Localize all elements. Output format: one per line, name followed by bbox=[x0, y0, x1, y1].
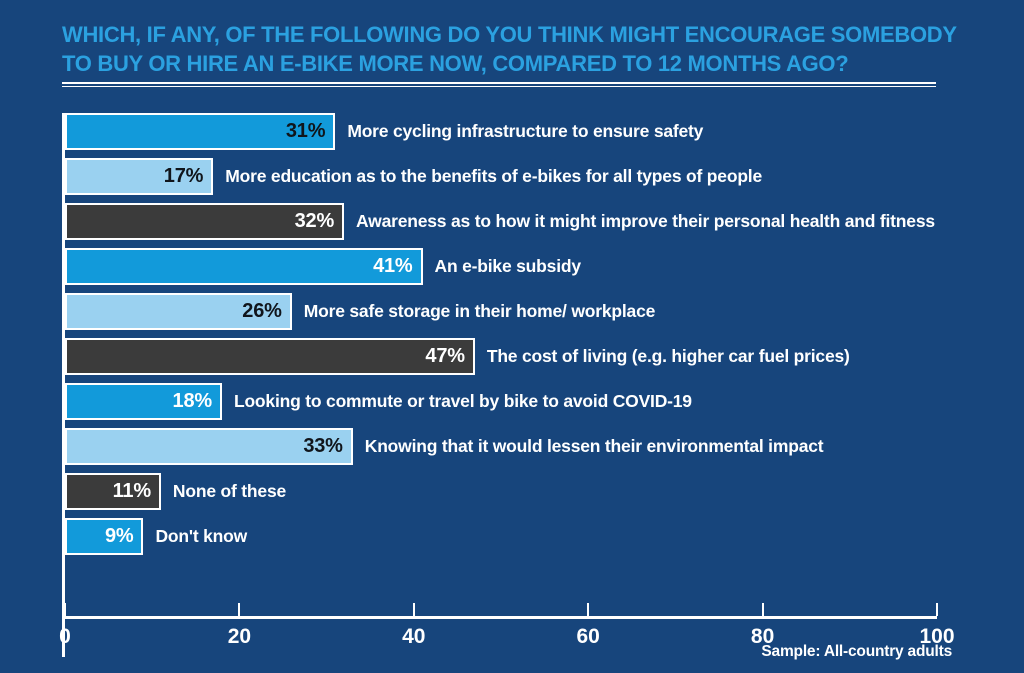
bar-value: 26% bbox=[242, 300, 282, 322]
bar-value: 11% bbox=[112, 480, 152, 502]
bar: 9% bbox=[65, 518, 144, 555]
axis-tick bbox=[64, 603, 66, 616]
axis-tick-label: 100 bbox=[919, 625, 955, 648]
bar-value: 32% bbox=[294, 210, 335, 232]
bar-row: 33% Knowing that it would lessen their e… bbox=[65, 428, 937, 465]
chart-title-line1: WHICH, IF ANY, OF THE FOLLOWING DO YOU T… bbox=[62, 22, 957, 47]
bar-value: 33% bbox=[303, 435, 343, 457]
axis-tick-label: 80 bbox=[750, 625, 775, 648]
axis-tick bbox=[412, 603, 415, 616]
bar: 17% bbox=[65, 158, 214, 195]
bar-value: 41% bbox=[373, 255, 413, 277]
bar: 41% bbox=[65, 248, 423, 285]
axis-tick bbox=[587, 603, 590, 616]
sample-footnote: Sample: All-country adults bbox=[761, 643, 952, 660]
x-axis bbox=[64, 563, 938, 619]
bar: 32% bbox=[65, 203, 345, 240]
axis-tick bbox=[238, 603, 241, 616]
bar-row: 47% The cost of living (e.g. higher car … bbox=[65, 338, 937, 375]
chart-title-line2: TO BUY OR HIRE AN E-BIKE MORE NOW, COMPA… bbox=[62, 51, 849, 76]
axis-tick-label: 40 bbox=[402, 625, 426, 648]
bar-value: 17% bbox=[163, 165, 204, 187]
bar: 47% bbox=[65, 338, 475, 375]
bar-value: 18% bbox=[172, 390, 213, 412]
bar-row: 41% An e-bike subsidy bbox=[65, 248, 937, 285]
bar-label: More safe storage in their home/ workpla… bbox=[303, 301, 656, 321]
bar-row: 32% Awareness as to how it might improve… bbox=[65, 203, 937, 240]
axis-tick bbox=[936, 603, 938, 616]
bar-row: 11% None of these bbox=[65, 473, 937, 510]
bar: 18% bbox=[65, 383, 222, 420]
bar-label: Don't know bbox=[155, 526, 248, 546]
title-underline bbox=[62, 82, 936, 87]
bar-row: 31% More cycling infrastructure to ensur… bbox=[65, 113, 937, 150]
bar-label: An e-bike subsidy bbox=[434, 256, 582, 276]
bar-label: More education as to the benefits of e-b… bbox=[225, 166, 763, 186]
bar-label: The cost of living (e.g. higher car fuel… bbox=[486, 346, 850, 366]
bar-rows: 31% More cycling infrastructure to ensur… bbox=[65, 113, 937, 555]
bar: 26% bbox=[65, 293, 292, 330]
plot-area: 31% More cycling infrastructure to ensur… bbox=[59, 113, 955, 657]
bar-label: Awareness as to how it might improve the… bbox=[356, 211, 935, 231]
bar: 31% bbox=[65, 113, 336, 150]
bar-label: Looking to commute or travel by bike to … bbox=[233, 391, 692, 411]
axis-tick-label: 0 bbox=[59, 625, 71, 648]
chart-title: WHICH, IF ANY, OF THE FOLLOWING DO YOU T… bbox=[0, 0, 957, 78]
bar-value: 31% bbox=[285, 120, 326, 142]
x-axis-labels: 0 20 40 60 80 100 bbox=[59, 625, 954, 657]
bar-row: 18% Looking to commute or travel by bike… bbox=[65, 383, 937, 420]
bar-label: None of these bbox=[172, 481, 287, 501]
bar-value: 47% bbox=[425, 345, 465, 367]
bar-value: 9% bbox=[104, 525, 134, 547]
bar: 33% bbox=[65, 428, 353, 465]
bar-row: 26% More safe storage in their home/ wor… bbox=[65, 293, 937, 330]
bar-row: 17% More education as to the benefits of… bbox=[65, 158, 937, 195]
bar-label: More cycling infrastructure to ensure sa… bbox=[347, 121, 704, 141]
axis-tick-label: 60 bbox=[576, 625, 600, 648]
bar: 11% bbox=[65, 473, 161, 510]
bar-row: 9% Don't know bbox=[65, 518, 937, 555]
axis-tick-label: 20 bbox=[227, 625, 252, 648]
axis-tick bbox=[761, 603, 764, 616]
bar-label: Knowing that it would lessen their envir… bbox=[364, 436, 824, 456]
